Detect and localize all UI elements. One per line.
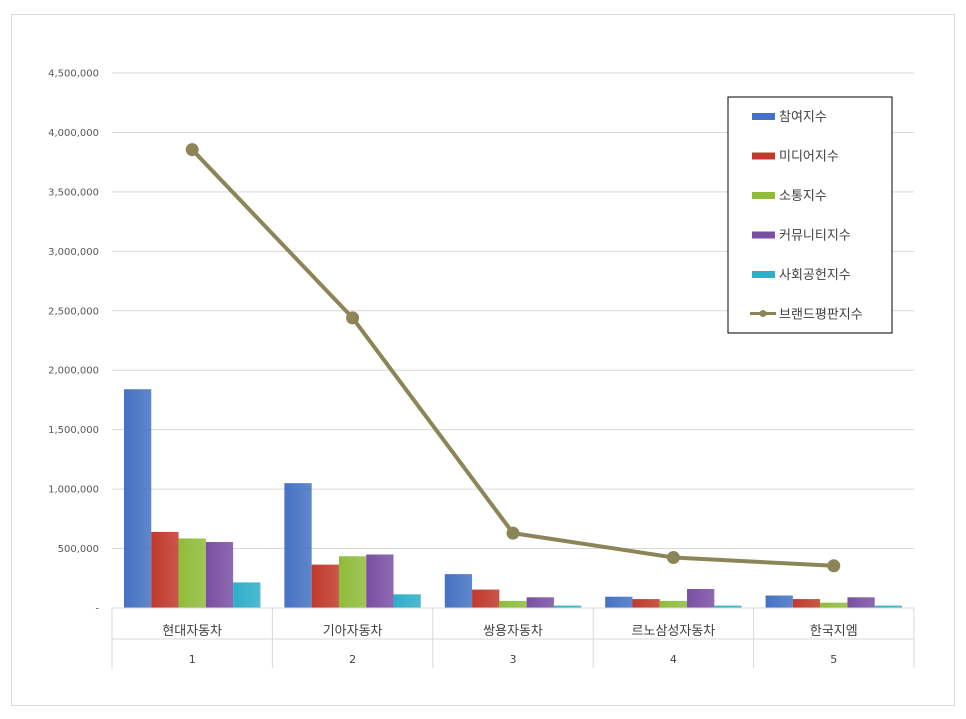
x-rank-label: 1	[189, 653, 196, 666]
bar	[553, 605, 582, 608]
y-tick-label: 500,000	[58, 544, 99, 555]
bar	[820, 602, 848, 608]
y-tick-label: 1,500,000	[48, 425, 99, 436]
bar	[472, 589, 500, 608]
x-category-label: 쌍용자동차	[483, 624, 543, 639]
y-tick-label: 3,000,000	[48, 247, 99, 258]
y-tick-label: 4,500,000	[48, 69, 99, 80]
legend-swatch	[752, 152, 775, 160]
legend-label: 참여지수	[779, 110, 827, 125]
legend-swatch	[752, 192, 775, 199]
y-axis-tick-labels: - 500,000 1,000,000 1,500,000 2,000,000 2,500…	[48, 69, 99, 615]
bar	[847, 597, 875, 608]
y-tick-label: 4,000,000	[48, 128, 99, 139]
gridlines	[112, 72, 914, 550]
legend-label: 커뮤니티지수	[779, 229, 851, 244]
bar	[765, 595, 793, 608]
bar	[687, 588, 715, 608]
bar	[444, 574, 473, 608]
bar	[605, 596, 633, 608]
line-point	[506, 526, 520, 540]
bar	[205, 542, 234, 608]
y-tick-label: 1,000,000	[48, 485, 99, 496]
legend-label: 소통지수	[779, 189, 827, 204]
line-point	[827, 559, 841, 573]
y-tick-label: -	[95, 604, 99, 615]
chart-frame: - 500,000 1,000,000 1,500,000 2,000,000 2,500…	[11, 14, 955, 706]
bar	[393, 594, 421, 608]
bar	[659, 600, 688, 608]
bar	[874, 605, 902, 608]
legend-swatch	[752, 113, 775, 120]
x-rank-label: 4	[670, 653, 677, 666]
x-category-label: 기아자동차	[323, 624, 383, 639]
bar	[178, 538, 206, 608]
bar	[499, 600, 527, 608]
x-category-label: 현대자동차	[162, 624, 222, 639]
brand-index-line	[185, 143, 841, 573]
bar	[338, 556, 367, 608]
bar	[526, 597, 554, 608]
y-tick-label: 2,000,000	[48, 366, 99, 377]
y-tick-label: 2,500,000	[48, 306, 99, 317]
legend-box	[727, 96, 893, 334]
x-axis: 현대자동차 1 기아자동차 2 쌍용자동차 3 르노삼성자동차 4 한국지엠 5	[111, 607, 915, 668]
bar	[151, 531, 179, 608]
bar	[714, 605, 742, 608]
x-rank-label: 3	[510, 653, 517, 666]
bar	[366, 554, 394, 608]
line-point	[346, 311, 360, 325]
bar	[792, 599, 821, 608]
y-tick-label: 3,500,000	[48, 187, 99, 198]
x-rank-label: 2	[349, 653, 356, 666]
bar	[233, 582, 261, 608]
x-category-label: 한국지엠	[810, 624, 858, 639]
legend-marker	[759, 310, 767, 317]
bars	[124, 389, 902, 608]
bar	[124, 389, 152, 608]
bar	[632, 599, 660, 608]
legend-label: 사회공헌지수	[779, 268, 851, 283]
x-rank-label: 5	[830, 653, 837, 666]
legend-swatch	[752, 231, 775, 239]
legend-label: 미디어지수	[779, 150, 839, 165]
bar	[311, 564, 339, 608]
chart-canvas: - 500,000 1,000,000 1,500,000 2,000,000 2,500…	[48, 69, 915, 668]
x-category-label: 르노삼성자동차	[632, 624, 716, 639]
legend-label: 브랜드평판지수	[779, 308, 863, 323]
line-point	[185, 143, 199, 157]
line-point	[666, 550, 680, 564]
bar	[284, 483, 312, 608]
legend-swatch	[752, 271, 775, 278]
